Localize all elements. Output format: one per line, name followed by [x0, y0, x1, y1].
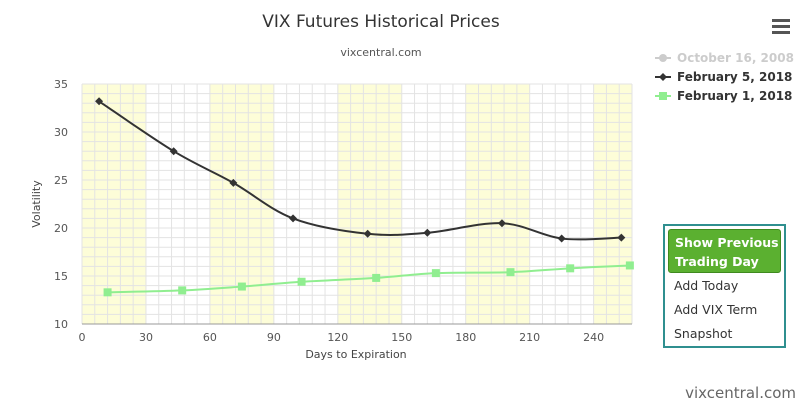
x-band	[465, 84, 530, 324]
y-axis-title: Volatility	[30, 180, 43, 228]
data-point[interactable]	[297, 277, 306, 286]
legend-label: February 1, 2018	[677, 89, 792, 103]
button-label-line-1: Show Previous	[675, 235, 779, 250]
axes: 0 30 60 90 120 150 180 210 240 10 15 20 25 30 35	[54, 78, 632, 344]
x-tick-label: 210	[519, 331, 540, 344]
add-vix-term-menu-item[interactable]: Add VIX Term	[674, 302, 758, 317]
x-tick-label: 0	[79, 331, 86, 344]
data-point[interactable]	[566, 264, 575, 273]
button-label-line-2: Trading Day	[675, 254, 759, 269]
legend-label: October 16, 2008	[677, 51, 794, 65]
data-point[interactable]	[229, 178, 238, 187]
data-point[interactable]	[506, 268, 515, 277]
chart-title: VIX Futures Historical Prices	[262, 12, 500, 32]
x-tick-label: 60	[203, 331, 217, 344]
legend-marker[interactable]	[659, 73, 667, 81]
data-point[interactable]	[95, 97, 104, 106]
legend: October 16, 2008 February 5, 2018 February…	[655, 51, 794, 103]
x-band	[401, 84, 466, 324]
data-point[interactable]	[103, 288, 112, 297]
x-band	[273, 84, 338, 324]
x-band	[82, 84, 146, 324]
show-previous-trading-day-button[interactable]: Show Previous Trading Day	[668, 229, 781, 273]
context-menu: Show Previous Trading Day Add Today Add …	[663, 224, 786, 348]
y-tick-label: 20	[54, 222, 68, 235]
x-band	[145, 84, 210, 324]
y-tick-label: 35	[54, 78, 68, 91]
legend-marker[interactable]	[659, 92, 667, 100]
x-axis-title: Days to Expiration	[305, 348, 406, 361]
legend-label: February 5, 2018	[677, 70, 792, 84]
alternating-bands	[82, 84, 632, 324]
data-point[interactable]	[178, 286, 187, 295]
data-point[interactable]	[289, 214, 298, 223]
data-point[interactable]	[431, 269, 440, 278]
data-point[interactable]	[169, 147, 178, 156]
data-point[interactable]	[237, 282, 246, 291]
x-band	[529, 84, 594, 324]
x-tick-label: 120	[327, 331, 348, 344]
x-tick-label: 240	[583, 331, 604, 344]
legend-item[interactable]: February 5, 2018	[655, 70, 792, 84]
chart-subtitle: vixcentral.com	[340, 46, 421, 59]
data-point[interactable]	[423, 228, 432, 237]
data-point[interactable]	[363, 229, 372, 238]
y-tick-label: 30	[54, 126, 68, 139]
data-point[interactable]	[497, 219, 506, 228]
legend-item[interactable]: October 16, 2008	[655, 51, 794, 65]
series-layer	[95, 97, 634, 297]
y-tick-label: 15	[54, 270, 68, 283]
data-point[interactable]	[557, 234, 566, 243]
x-band	[337, 84, 402, 324]
y-tick-label: 25	[54, 174, 68, 187]
x-tick-label: 90	[267, 331, 281, 344]
legend-item[interactable]: February 1, 2018	[655, 89, 792, 103]
data-point[interactable]	[625, 261, 634, 270]
x-tick-label: 180	[455, 331, 476, 344]
data-point[interactable]	[617, 233, 626, 242]
footer-watermark: vixcentral.com	[685, 384, 796, 402]
data-point[interactable]	[372, 273, 381, 282]
grid	[81, 83, 633, 325]
add-today-menu-item[interactable]: Add Today	[674, 278, 739, 293]
hamburger-menu-icon[interactable]	[772, 19, 790, 34]
y-tick-label: 10	[54, 318, 68, 331]
x-tick-label: 30	[139, 331, 153, 344]
x-band	[593, 84, 632, 324]
snapshot-menu-item[interactable]: Snapshot	[674, 326, 733, 341]
series-line	[98, 100, 622, 241]
legend-marker[interactable]	[659, 54, 667, 62]
x-tick-label: 150	[391, 331, 412, 344]
